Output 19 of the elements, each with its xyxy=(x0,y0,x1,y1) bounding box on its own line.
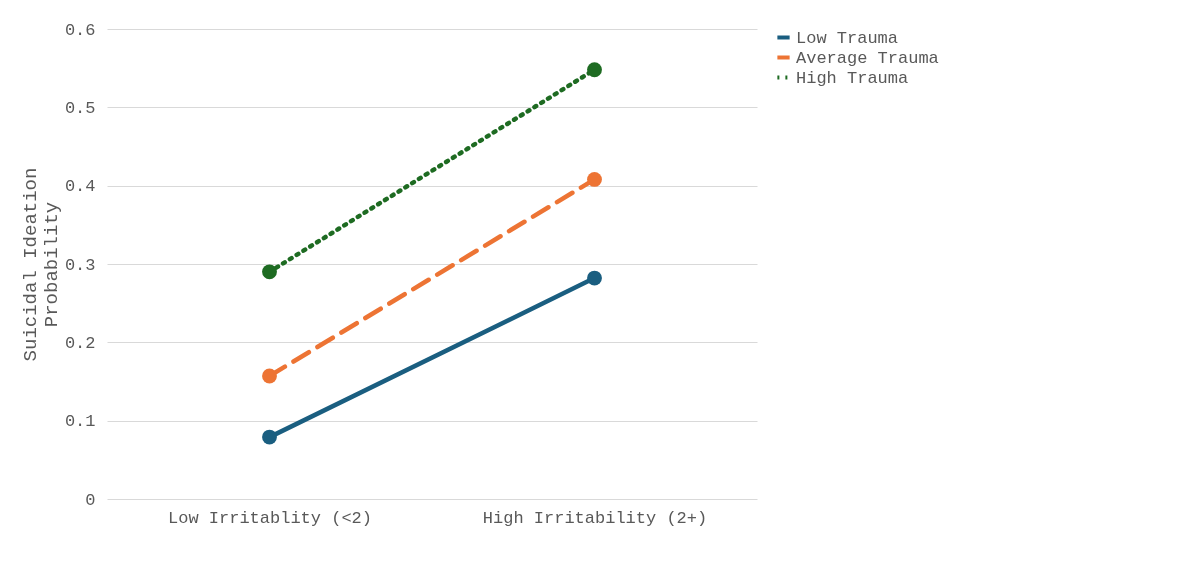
y-tick-label: 0.1 xyxy=(64,412,96,432)
point xyxy=(587,62,602,78)
legend-label: Average Trauma xyxy=(796,48,939,68)
legend-label: Low Trauma xyxy=(796,28,899,48)
y-tick-label: 0.6 xyxy=(64,20,96,40)
point xyxy=(587,172,602,187)
y-tick-label: 0 xyxy=(85,490,96,510)
y-tick-label: 0.5 xyxy=(64,98,96,118)
x-tick-label: High Irritability (2+) xyxy=(482,508,708,528)
point xyxy=(262,429,277,445)
y-tick-label: 0.3 xyxy=(64,255,96,275)
y-axis-title: Suicidal Ideation Probability xyxy=(19,167,63,362)
y-tick-label: 0.2 xyxy=(64,333,96,353)
x-tick-label: Low Irritablity (<2) xyxy=(167,508,373,528)
point xyxy=(262,264,277,280)
y-tick-label: 0.4 xyxy=(64,177,96,197)
point xyxy=(262,368,277,384)
point xyxy=(587,270,602,286)
legend-label: High Trauma xyxy=(796,68,909,88)
